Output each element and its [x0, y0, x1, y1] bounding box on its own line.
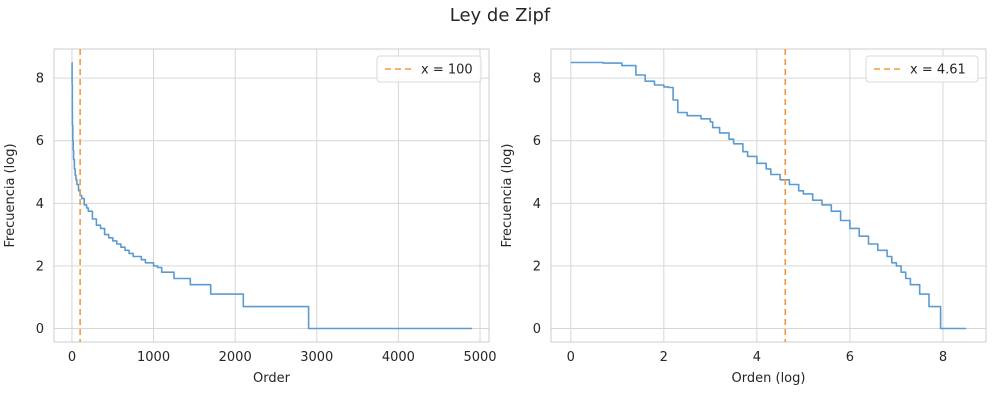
x-axis-label: Orden (log)	[732, 371, 806, 386]
series-line	[71, 61, 472, 330]
y-tick-label: 2	[36, 259, 44, 274]
x-tick-label: 0	[68, 350, 76, 365]
figure-title: Ley de Zipf	[449, 5, 551, 26]
x-tick-label: 1000	[137, 350, 170, 365]
x-tick-label: 0	[567, 350, 575, 365]
y-tick-label: 4	[36, 197, 44, 212]
legend: x = 100	[376, 55, 482, 83]
y-tick-label: 6	[533, 134, 541, 149]
x-tick-label: 4000	[382, 350, 415, 365]
legend: x = 4.61	[865, 55, 979, 83]
left-plot-panel: 0 1000 2000 3000 4000 5000 0 2 4 6 8 Order Frecuenci…	[3, 48, 497, 386]
y-tick-label: 0	[533, 322, 541, 337]
y-axis-label: Frecuencia (log)	[3, 143, 18, 247]
x-tick-label: 5000	[463, 350, 496, 365]
y-tick-label: 0	[36, 322, 44, 337]
x-tick-label: 4	[753, 350, 761, 365]
plot-frame	[53, 48, 490, 343]
x-tick-label: 2	[660, 350, 668, 365]
y-tick-label: 4	[533, 197, 541, 212]
x-tick-label: 6	[846, 350, 854, 365]
plot-area	[54, 49, 489, 342]
legend-label: x = 100	[421, 63, 473, 78]
x-tick-label: 2000	[219, 350, 252, 365]
x-tick-label: 8	[939, 350, 947, 365]
y-tick-label: 6	[36, 134, 44, 149]
y-tick-label: 8	[533, 72, 541, 87]
x-tick-label: 3000	[300, 350, 333, 365]
x-axis-label: Order	[253, 371, 291, 386]
plot-area	[551, 49, 986, 342]
plot-frame	[550, 48, 987, 343]
y-tick-label: 2	[533, 259, 541, 274]
right-plot-panel: 0 2 4 6 8 0 2 4 6 8 Orden (log) Frecuencia (log) x =…	[500, 48, 987, 386]
legend-label: x = 4.61	[910, 63, 966, 78]
y-tick-label: 8	[36, 72, 44, 87]
y-axis-label: Frecuencia (log)	[500, 143, 515, 247]
legend-box	[865, 55, 979, 83]
legend-box	[376, 55, 482, 83]
